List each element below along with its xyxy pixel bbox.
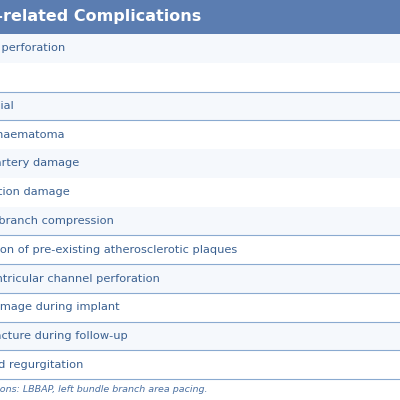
Text: Pocket haematoma: Pocket haematoma bbox=[0, 130, 65, 140]
Bar bbox=[0, 264, 400, 293]
Text: Interventricular channel perforation: Interventricular channel perforation bbox=[0, 274, 160, 284]
Bar bbox=[0, 92, 400, 120]
Bar bbox=[0, 149, 400, 178]
Bar bbox=[0, 235, 400, 264]
Bar bbox=[0, 120, 400, 149]
Text: Conduction damage: Conduction damage bbox=[0, 187, 70, 197]
Text: Lead fracture during follow-up: Lead fracture during follow-up bbox=[0, 331, 128, 341]
Text: Lead-related Complications: Lead-related Complications bbox=[0, 10, 201, 24]
Text: Pericardial: Pericardial bbox=[0, 101, 15, 111]
Text: Disruption of pre-existing atherosclerotic plaques: Disruption of pre-existing atherosclerot… bbox=[0, 245, 238, 255]
Text: Abbreviations: LBBAP, left bundle branch area pacing.: Abbreviations: LBBAP, left bundle branch… bbox=[0, 385, 208, 394]
Bar bbox=[0, 206, 400, 235]
Bar bbox=[0, 34, 400, 63]
Bar bbox=[0, 322, 400, 350]
Text: Lead damage during implant: Lead damage during implant bbox=[0, 302, 120, 312]
Text: Bundle branch compression: Bundle branch compression bbox=[0, 216, 114, 226]
Bar bbox=[0, 63, 400, 92]
Bar bbox=[0, 0, 400, 34]
Bar bbox=[0, 350, 400, 379]
Text: Tricuspid regurgitation: Tricuspid regurgitation bbox=[0, 360, 84, 370]
Bar bbox=[0, 293, 400, 322]
Text: Cardiac perforation: Cardiac perforation bbox=[0, 43, 66, 53]
Bar bbox=[0, 178, 400, 206]
Text: Septal artery damage: Septal artery damage bbox=[0, 158, 80, 168]
